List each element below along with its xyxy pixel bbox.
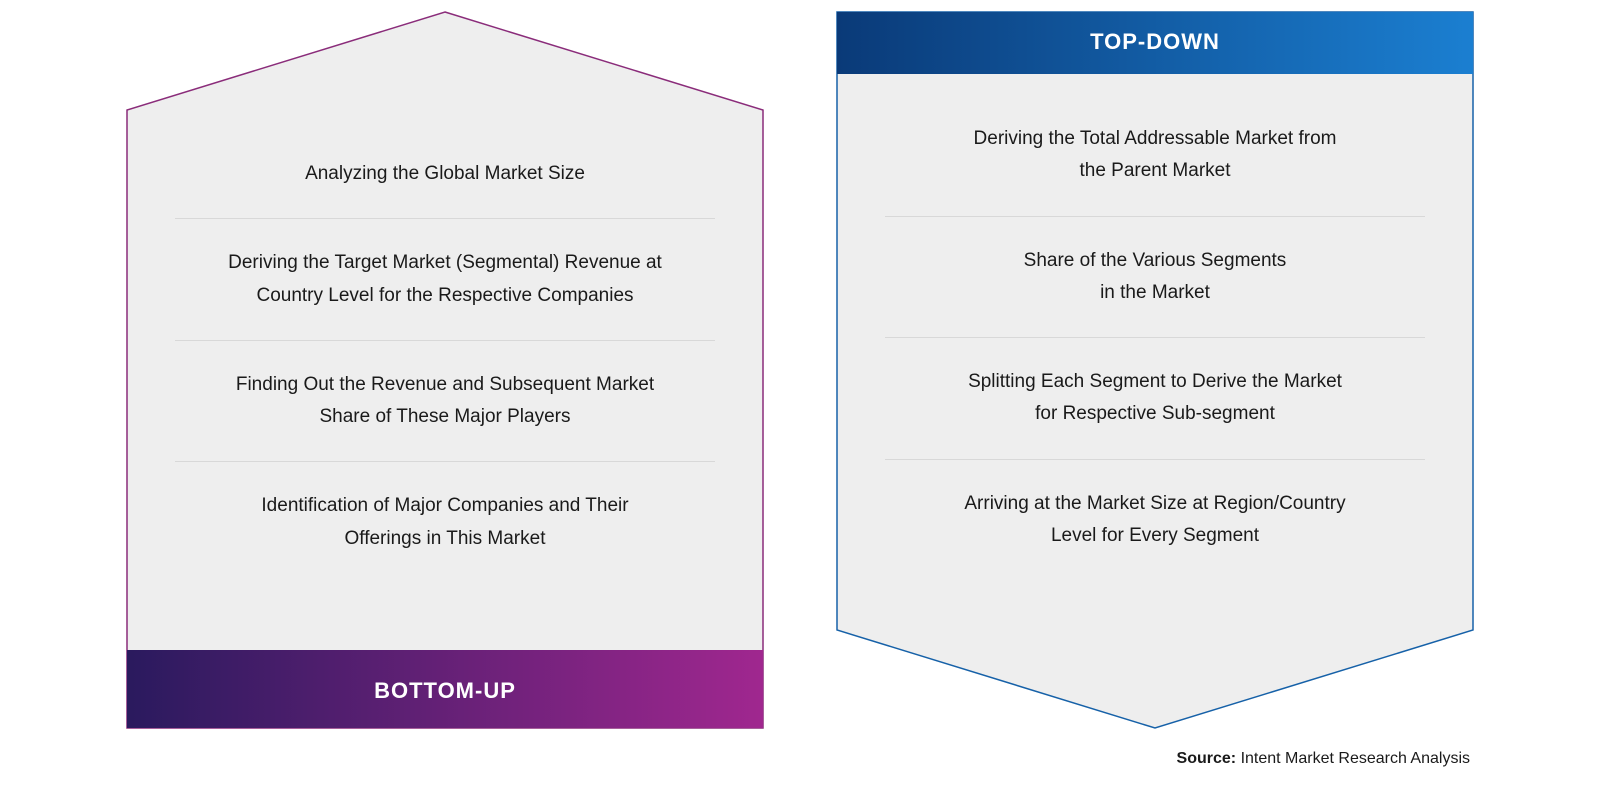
list-item: Identification of Major Companies and Th… (175, 462, 715, 583)
item-line: Splitting Each Segment to Derive the Mar… (895, 366, 1415, 398)
list-item: Deriving the Target Market (Segmental) R… (175, 219, 715, 341)
item-line: Offerings in This Market (185, 523, 705, 555)
source-text: Intent Market Research Analysis (1241, 750, 1470, 767)
item-line: Share of the Various Segments (895, 245, 1415, 277)
source-attribution: Source: Intent Market Research Analysis (1177, 750, 1470, 768)
item-line: Finding Out the Revenue and Subsequent M… (185, 369, 705, 401)
top-down-item-list: Deriving the Total Addressable Market fr… (835, 95, 1475, 580)
item-line: Analyzing the Global Market Size (185, 158, 705, 190)
top-down-panel: TOP-DOWN Deriving the Total Addressable … (835, 10, 1475, 730)
bottom-up-title: BOTTOM-UP (374, 678, 516, 704)
item-line: Arriving at the Market Size at Region/Co… (895, 488, 1415, 520)
item-line: for Respective Sub-segment (895, 398, 1415, 430)
list-item: Analyzing the Global Market Size (175, 130, 715, 219)
item-line: the Parent Market (895, 155, 1415, 187)
diagram-container: Analyzing the Global Market Size Deriving… (0, 0, 1600, 730)
list-item: Splitting Each Segment to Derive the Mar… (885, 338, 1425, 460)
bottom-up-item-list: Analyzing the Global Market Size Deriving… (125, 130, 765, 583)
item-line: Deriving the Total Addressable Market fr… (895, 123, 1415, 155)
bottom-up-panel: Analyzing the Global Market Size Deriving… (125, 10, 765, 730)
top-down-shape: TOP-DOWN Deriving the Total Addressable … (835, 10, 1475, 730)
top-down-title-bar: TOP-DOWN (835, 10, 1475, 74)
list-item: Finding Out the Revenue and Subsequent M… (175, 341, 715, 463)
top-down-title: TOP-DOWN (1090, 29, 1220, 55)
source-label: Source: (1177, 750, 1237, 767)
list-item: Share of the Various Segmentsin the Mark… (885, 217, 1425, 339)
bottom-up-shape: Analyzing the Global Market Size Deriving… (125, 10, 765, 730)
bottom-up-title-bar: BOTTOM-UP (125, 652, 765, 730)
list-item: Arriving at the Market Size at Region/Co… (885, 460, 1425, 581)
item-line: in the Market (895, 277, 1415, 309)
item-line: Identification of Major Companies and Th… (185, 490, 705, 522)
item-line: Country Level for the Respective Compani… (185, 280, 705, 312)
list-item: Deriving the Total Addressable Market fr… (885, 95, 1425, 217)
item-line: Deriving the Target Market (Segmental) R… (185, 247, 705, 279)
item-line: Level for Every Segment (895, 520, 1415, 552)
item-line: Share of These Major Players (185, 401, 705, 433)
